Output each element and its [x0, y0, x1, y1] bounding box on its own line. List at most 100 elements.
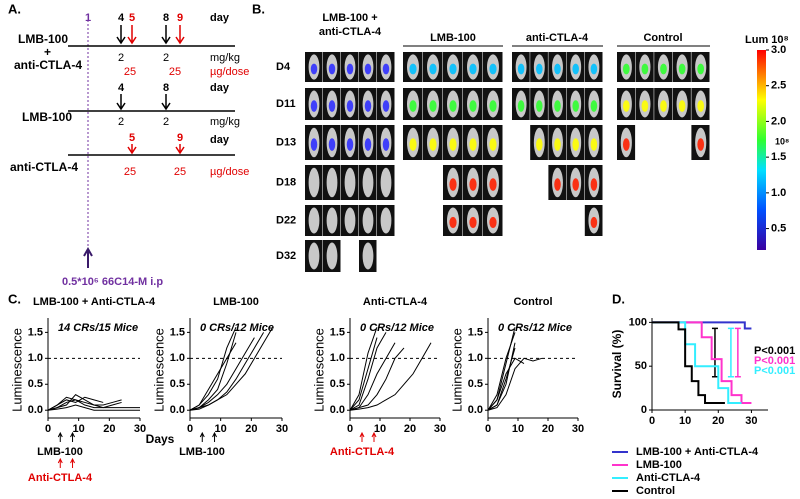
signal	[590, 216, 598, 229]
y-axis-label: Luminescence	[449, 328, 464, 412]
x-tick-label: 10	[215, 423, 227, 435]
signal	[449, 178, 457, 191]
signal	[554, 178, 561, 191]
data-line	[189, 326, 274, 411]
colorbar-tick-label: 3.0	[771, 44, 786, 56]
p-value: P<0.001	[754, 355, 795, 367]
signal	[572, 63, 579, 75]
y-tick-label: 1.5	[28, 326, 43, 338]
signal	[310, 100, 318, 112]
day: 4	[118, 12, 125, 24]
mouse	[362, 207, 374, 234]
day: 5	[129, 12, 135, 24]
signal	[364, 138, 372, 151]
x-tick-label: 10	[73, 423, 85, 435]
signal	[489, 216, 497, 229]
injection-note: 0.5*10⁶ 66C14-M i.p	[62, 276, 163, 288]
mouse	[326, 207, 338, 234]
annotation: 14 CRs/15 Mice	[58, 322, 138, 334]
arrow	[127, 25, 185, 45]
day-label: D11	[276, 98, 296, 110]
y-axis-label: Luminescence	[151, 328, 166, 412]
y-tick-label: 1.0	[468, 352, 483, 364]
y-tick-label: 0.5	[28, 378, 43, 390]
signal	[590, 63, 598, 75]
y-axis-label: Survival (%)	[610, 330, 624, 399]
dose: 25	[124, 166, 136, 178]
x-tick-label: 20	[542, 423, 554, 435]
signal	[382, 138, 390, 151]
mouse	[326, 167, 338, 198]
signal	[346, 138, 354, 151]
mouse	[362, 242, 374, 270]
y-tick-label: 50	[635, 360, 647, 372]
mouse	[362, 167, 374, 198]
survival-line	[652, 321, 752, 404]
data-line	[349, 342, 432, 411]
y-tick-label: 0.0	[468, 404, 483, 416]
panel-label: A.	[8, 1, 21, 16]
panel-label: C.	[8, 291, 21, 306]
signal	[697, 63, 705, 75]
y-axis-label: Luminescence	[311, 328, 326, 412]
signal	[449, 216, 457, 229]
dose: 2	[163, 116, 169, 128]
y-tick-label: 0.0	[170, 404, 185, 416]
day: 8	[163, 12, 169, 24]
signal	[678, 100, 686, 112]
legend-label: LMB-100 + Anti-CTLA-4	[636, 446, 759, 458]
y-tick-label: 1.0	[28, 352, 43, 364]
signal	[429, 63, 437, 75]
day: 9	[177, 132, 183, 144]
chart-title: LMB-100	[213, 296, 259, 308]
row-name: anti-CTLA-4	[14, 58, 82, 72]
signal	[622, 100, 630, 112]
y-tick-label: 1.5	[468, 326, 483, 338]
treatment-arrow	[359, 431, 365, 442]
signal	[641, 100, 649, 112]
x-tick-label: 20	[103, 423, 115, 435]
x-tick-label: 30	[745, 415, 757, 427]
signal	[310, 63, 318, 75]
signal	[536, 100, 543, 112]
signal	[364, 100, 372, 112]
group-header: LMB-100 + anti-CTLA-4	[319, 12, 382, 38]
data-line	[47, 404, 140, 411]
treatment-arrow	[57, 431, 63, 442]
treatment-arrow	[199, 431, 205, 442]
x-tick-label: 30	[572, 423, 584, 435]
x-tick-label: 30	[134, 423, 146, 435]
signal	[622, 63, 630, 75]
signal	[697, 100, 705, 112]
colorbar-tick-label: 2.0	[771, 115, 786, 127]
p-value: P<0.001	[754, 345, 795, 357]
unit: mg/kg	[210, 116, 240, 128]
day-label: day	[210, 134, 230, 146]
treatment-label: LMB-100	[179, 446, 225, 458]
dose: 2	[163, 52, 169, 64]
treatment-arrow	[57, 457, 63, 468]
signal	[489, 138, 497, 151]
signal	[409, 63, 417, 75]
data-line	[189, 326, 237, 411]
y-tick-label: 0.5	[170, 378, 185, 390]
signal	[449, 138, 457, 151]
colorbar-tick-label: 0.5	[771, 222, 786, 234]
chart-title: LMB-100 + Anti-CTLA-4	[33, 296, 156, 308]
signal	[364, 63, 372, 75]
signal	[469, 178, 477, 191]
signal	[590, 138, 598, 151]
data-line	[349, 332, 387, 411]
dose: 25	[124, 66, 136, 78]
legend-label: Anti-CTLA-4	[636, 472, 701, 484]
dose: 2	[118, 52, 124, 64]
data-line	[349, 347, 405, 411]
unit: mg/kg	[210, 52, 240, 64]
y-axis-label: Luminescence	[9, 328, 24, 412]
panel-c: C. D.	[8, 291, 625, 306]
day: 1	[85, 12, 91, 24]
treatment-arrow	[371, 431, 377, 442]
day-label: day	[210, 12, 230, 24]
y-tick-label: 0.0	[28, 404, 43, 416]
